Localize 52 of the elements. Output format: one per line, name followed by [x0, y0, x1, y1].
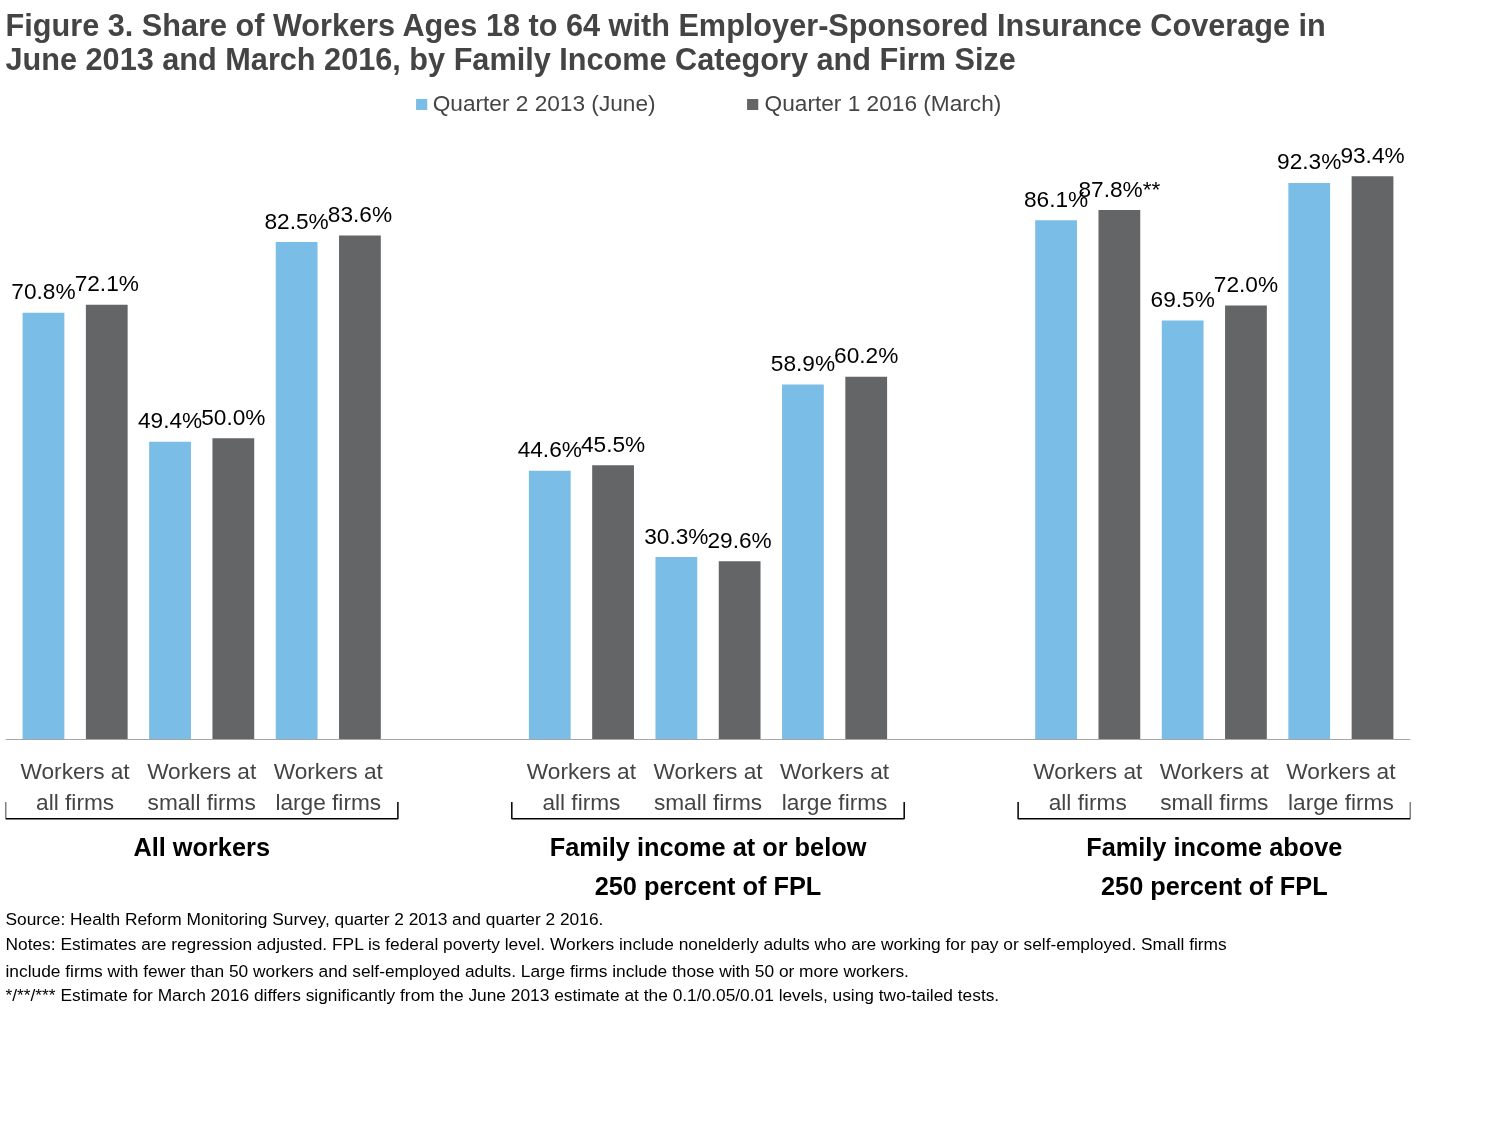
- data-label: 92.3%: [1277, 148, 1342, 175]
- bar: [592, 465, 634, 740]
- text: All workers: [133, 832, 270, 861]
- legend-label: Quarter 1 2016 (March): [764, 90, 1002, 117]
- bar: [1098, 210, 1141, 740]
- bar: [339, 235, 381, 740]
- data-label: 45.5%: [580, 430, 646, 457]
- x-tick-label: Workers at small firms: [147, 757, 257, 816]
- bar: [845, 376, 888, 740]
- data-label: 72.1%: [74, 270, 139, 297]
- x-tick-label: Workers at large firms: [780, 757, 890, 816]
- bar: [1288, 182, 1331, 740]
- chart-title: Figure 3. Share of Workers Ages 18 to 64 with Employer-Sponsored Insurance Coverage in June 2013 and March 2016, by Family Income Category and Firm Size: [5, 7, 1326, 77]
- data-label: 70.8%: [11, 278, 76, 305]
- bar: [655, 557, 698, 740]
- data-label: 60.2%: [834, 342, 899, 369]
- text: Family income at or below 250 percent of FPL: [549, 832, 867, 901]
- x-tick-label: Workers at small firms: [653, 757, 764, 816]
- data-label: 49.4%: [137, 407, 203, 434]
- data-label: 30.3%: [644, 522, 709, 549]
- data-label: 69.5%: [1150, 286, 1215, 313]
- x-tick-label: Workers at large firms: [273, 757, 384, 816]
- data-label: 93.4%: [1340, 141, 1405, 168]
- bar: [1351, 176, 1394, 740]
- text: Family income above 250 percent of FPL: [1086, 832, 1343, 901]
- bar: [22, 312, 65, 740]
- legend-label: Quarter 2 2013 (June): [432, 90, 656, 117]
- bar: [275, 242, 318, 740]
- bar: [782, 384, 824, 740]
- source-note: Source: Health Reform Monitoring Survey, quarter 2 2013 and quarter 2 2016.: [5, 908, 604, 929]
- x-tick-label: Workers at all firms: [1033, 757, 1143, 816]
- data-label: 50.0%: [201, 403, 266, 430]
- bar: [149, 441, 191, 740]
- bar: [1035, 220, 1077, 740]
- text: Notes: Estimates are regression adjusted. FPL is federal poverty level. Workers include nonelderly adults who are working for pay or self-employed. Small firms include firms with fewer than 50 workers and self-employed adults. Large firms include those with 50 or more workers.: [5, 934, 1228, 982]
- data-label: 83.6%: [327, 200, 393, 227]
- x-tick-label: Workers at all firms: [526, 757, 637, 816]
- data-label: 29.6%: [707, 526, 772, 553]
- bar: [718, 561, 761, 740]
- bar: [1225, 305, 1267, 740]
- x-tick-label: Workers at large firms: [1286, 757, 1397, 816]
- text: */**/*** Estimate for March 2016 differs significantly from the June 2013 estimate at the 0.1/0.05/0.01 levels, using two-tailed tests.: [5, 985, 1000, 1006]
- x-tick-label: Workers at small firms: [1159, 757, 1270, 816]
- bar: [85, 304, 128, 740]
- data-label: 72.0%: [1213, 270, 1279, 297]
- bar: [528, 470, 571, 740]
- bar: [212, 438, 255, 740]
- x-tick-label: Workers at all firms: [20, 757, 131, 816]
- bar: [1161, 320, 1204, 740]
- data-label: 44.6%: [517, 436, 582, 463]
- data-label: 58.9%: [770, 350, 836, 377]
- data-label: 82.5%: [264, 207, 329, 234]
